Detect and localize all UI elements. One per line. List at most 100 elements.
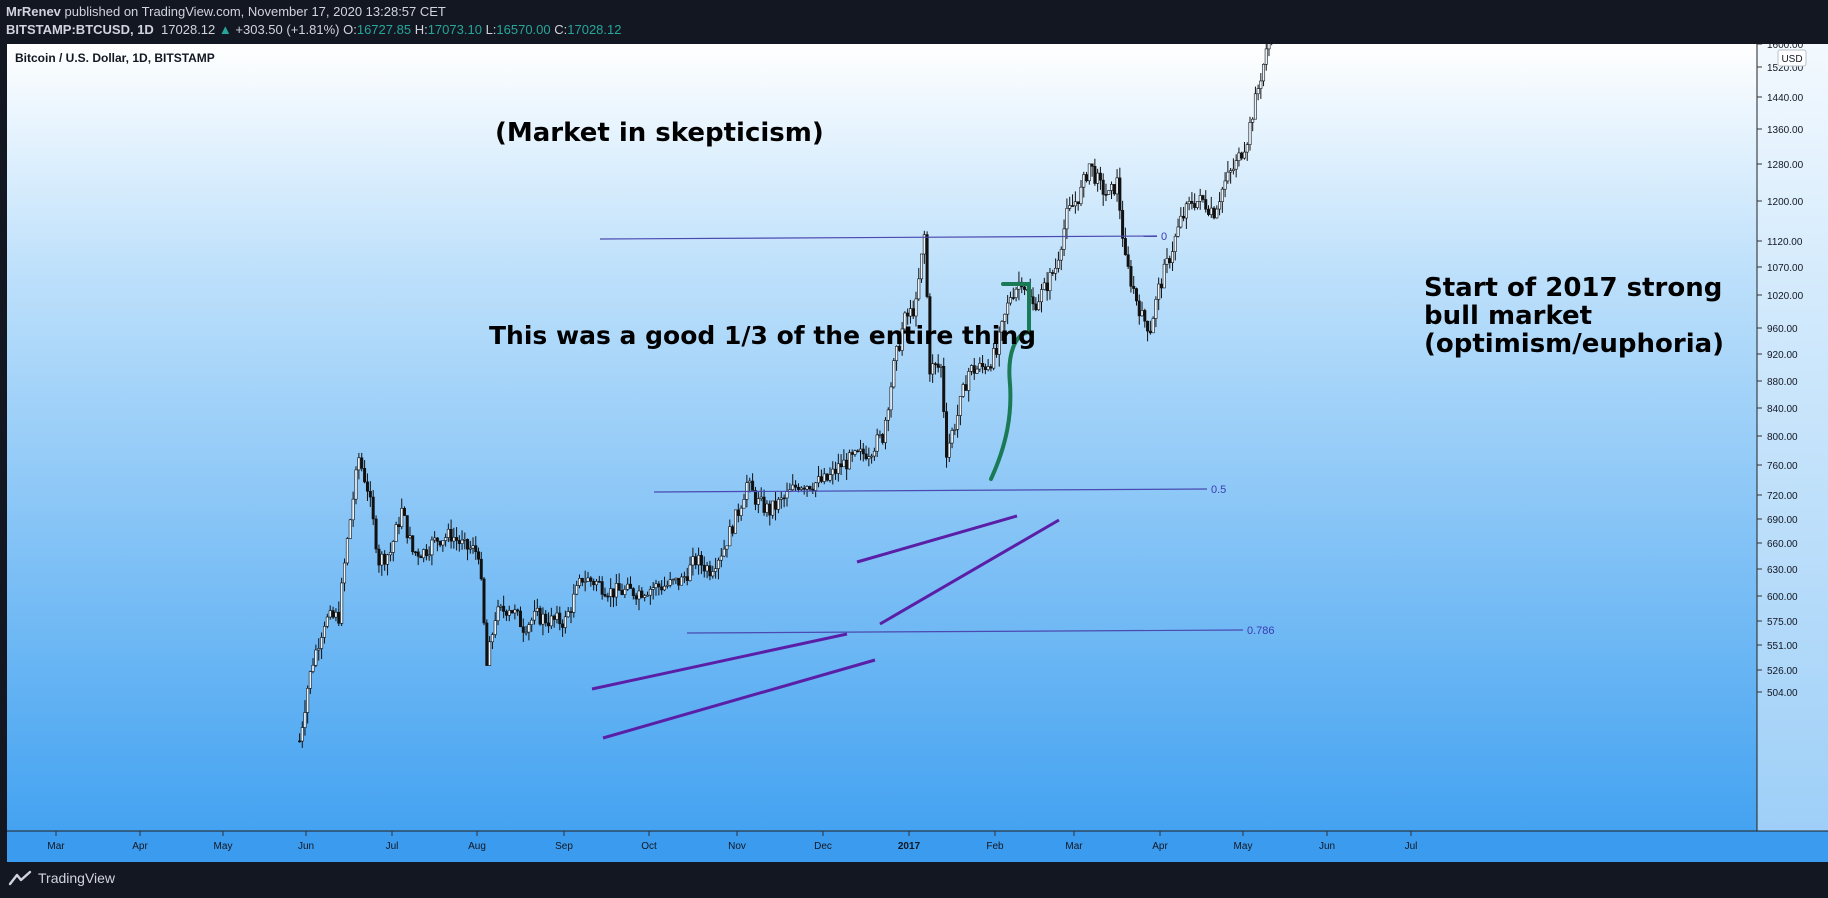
candle-down [994, 348, 998, 355]
candle-up [348, 519, 352, 539]
candle-down [1132, 285, 1136, 289]
chart-area[interactable]: 0 0.5 0.786 1600.00 1520.00 1440.00 1360.00 12… [7, 28, 1828, 862]
y-tick-label: 1440.00 [1767, 93, 1804, 104]
fib-level-line[interactable] [686, 629, 1244, 634]
candle-up [623, 589, 627, 595]
channel-2-lower-line[interactable] [879, 518, 1060, 626]
channel-1-lower-line[interactable] [602, 658, 876, 740]
candle-down [942, 365, 946, 412]
candle-up [345, 538, 349, 564]
fib-retracement[interactable]: 0 0.5 0.786 [599, 231, 1275, 637]
candle-up [975, 368, 979, 374]
chart-svg[interactable]: 0 0.5 0.786 1600.00 1520.00 1440.00 1360.00 12… [7, 28, 1828, 862]
channel-lines[interactable] [591, 514, 1060, 740]
arrow-drawing[interactable] [989, 282, 1031, 481]
candle-up [311, 664, 315, 672]
candle-down [337, 611, 341, 624]
candle-down [989, 366, 993, 369]
candle-up [1006, 302, 1010, 315]
candle-down [731, 526, 735, 534]
open-label: O: [343, 22, 357, 37]
candle-up [493, 620, 497, 635]
candle-down [371, 496, 375, 520]
candle-up [1223, 180, 1227, 190]
author-name[interactable]: MrRenev [6, 4, 61, 19]
candle-up [471, 545, 475, 549]
candle-up [343, 562, 347, 584]
publish-line: MrRenev published on TradingView.com, No… [6, 4, 446, 19]
candle-up [1173, 236, 1177, 252]
candle-down [603, 594, 607, 597]
candle-down [368, 490, 372, 498]
candle-down [600, 581, 604, 595]
candle-up [340, 582, 344, 624]
annotation-skepticism: (Market in skepticism) [495, 118, 824, 148]
candle-down [856, 450, 860, 453]
candle-up [733, 509, 737, 534]
candle-up [997, 331, 1001, 355]
candle-up [903, 312, 907, 330]
channel-2-upper-line[interactable] [856, 514, 1018, 564]
candle-down [502, 605, 506, 612]
candle-down [1201, 195, 1205, 200]
candle-down [360, 457, 364, 469]
fib-level-line[interactable] [599, 235, 1158, 240]
candle-up [1107, 190, 1111, 195]
candle-up [1014, 288, 1018, 298]
up-arrow-icon: ▲ [218, 22, 232, 37]
candle-up [842, 459, 846, 468]
x-tick-label: 2017 [898, 841, 921, 852]
x-tick-label: Apr [1152, 841, 1168, 852]
candle-down [819, 476, 823, 482]
candle-up [1087, 163, 1091, 182]
candle-up [1157, 283, 1161, 300]
candle-down [897, 346, 901, 351]
channel-1-upper-line[interactable] [591, 632, 848, 691]
tradingview-logo[interactable]: TradingView [8, 870, 115, 886]
candle-down [482, 578, 486, 624]
candle-up [614, 583, 618, 598]
fib-level-line[interactable] [653, 488, 1208, 493]
candle-up [1079, 186, 1083, 205]
candle-up [950, 430, 954, 444]
candle-down [964, 384, 968, 391]
candle-down [617, 583, 621, 591]
candle-up [643, 595, 647, 598]
candle-down [383, 553, 387, 565]
candle-up [895, 346, 899, 361]
candle-down [945, 411, 949, 458]
candle-down [1011, 297, 1015, 299]
candle-up [674, 577, 678, 580]
candle-down [1051, 272, 1055, 274]
x-tick-label: Mar [47, 841, 65, 852]
publish-header: MrRenev published on TradingView.com, No… [0, 0, 1828, 44]
candle-down [1137, 300, 1141, 317]
last-price: 17028.12 [161, 22, 216, 37]
candle-down [981, 363, 985, 368]
candle-up [671, 579, 675, 581]
candle-up [722, 548, 726, 557]
candle-up [958, 396, 962, 416]
candle-up [947, 442, 951, 458]
candle-up [572, 593, 576, 613]
candle-up [1048, 272, 1052, 292]
candle-up [507, 610, 511, 616]
y-tick-label: 660.00 [1767, 539, 1798, 550]
candle-down [597, 581, 601, 583]
candle-up [817, 476, 821, 484]
candle-up [1253, 93, 1257, 120]
candle-up [922, 234, 926, 255]
currency-label: USD [1781, 54, 1802, 65]
candle-down [751, 480, 755, 491]
candle-down [435, 537, 439, 542]
candle-up [1162, 263, 1166, 289]
candle-down [538, 607, 542, 625]
candle-up [756, 498, 760, 505]
candle-up [967, 371, 971, 391]
price-axis[interactable]: 1600.00 1520.00 1440.00 1360.00 1280.00 1200.… [1757, 40, 1804, 699]
time-axis[interactable]: Mar Apr May Jun Jul Aug Sep Oct Nov Dec 2017 Feb Mar… [47, 831, 1417, 852]
y-tick-label: 630.00 [1767, 565, 1798, 576]
open-value: 16727.85 [356, 22, 412, 37]
candle-up [953, 429, 957, 431]
candle-up [1165, 258, 1169, 265]
